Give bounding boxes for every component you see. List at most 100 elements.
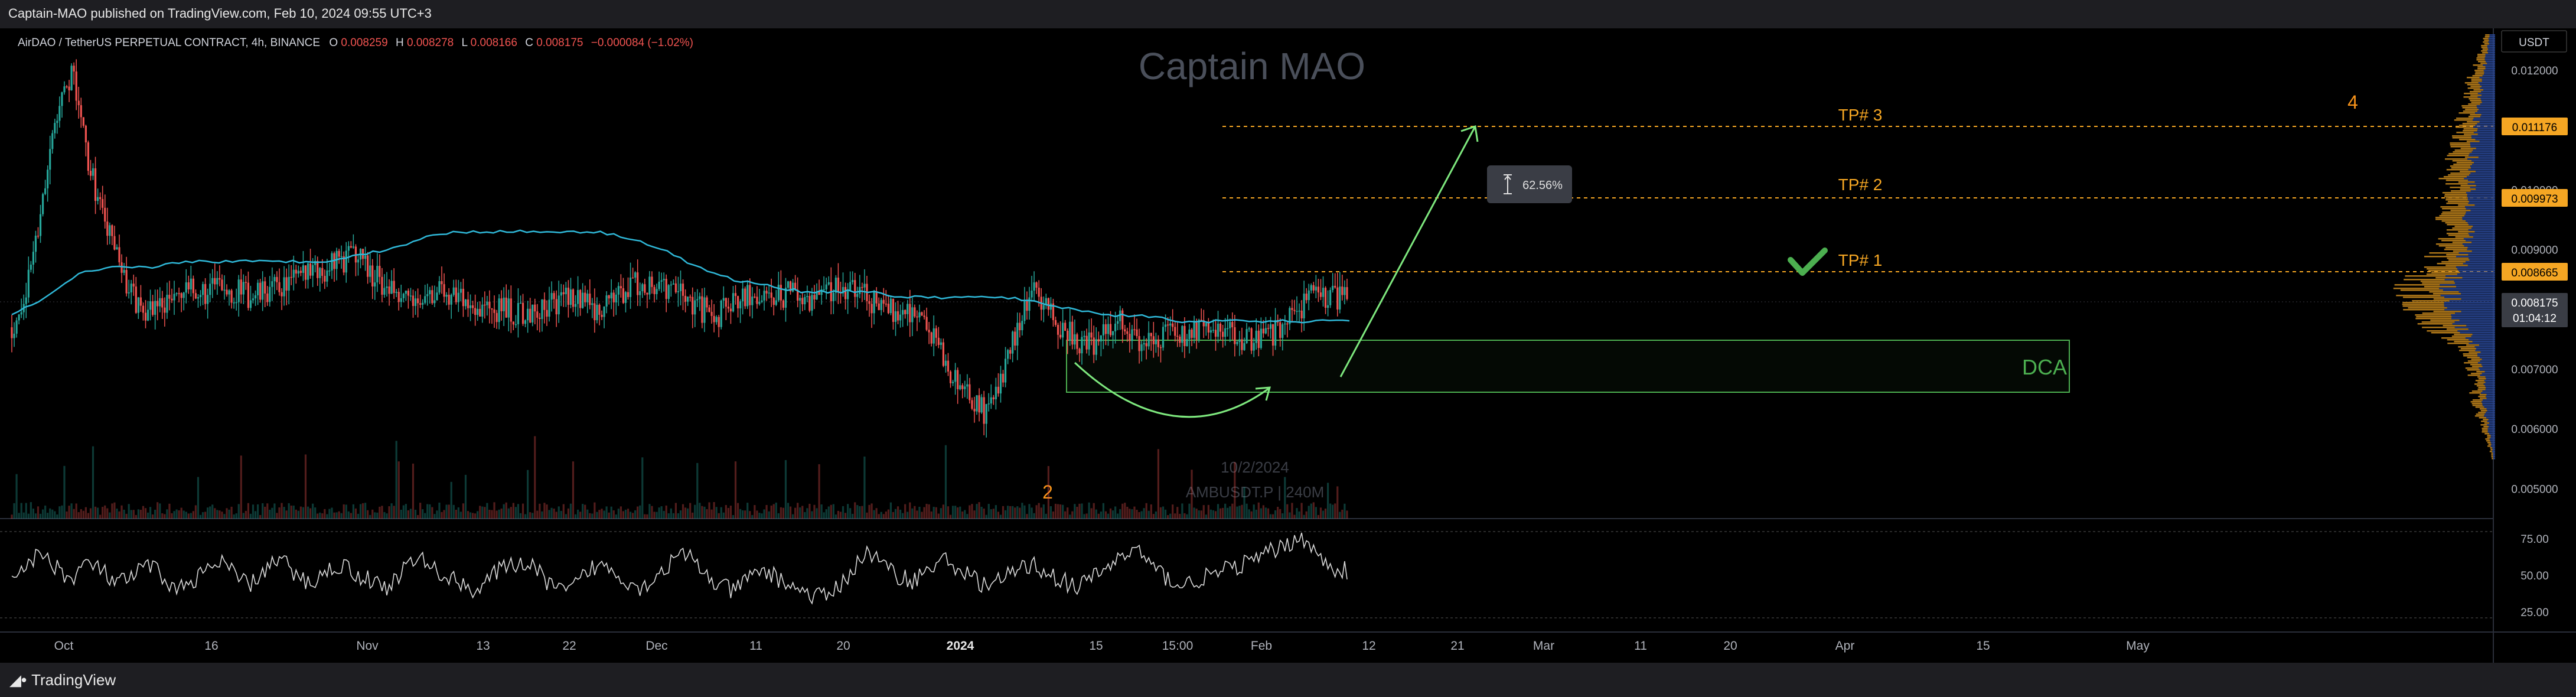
volume-bar	[132, 510, 135, 519]
candle-body	[806, 296, 808, 297]
volume-bar	[448, 504, 450, 519]
volume-profile	[2393, 34, 2495, 460]
candle-body	[641, 284, 644, 292]
volume-bar	[823, 512, 825, 519]
profile-row-buy	[2479, 357, 2495, 359]
profile-row-buy	[2474, 346, 2495, 348]
profile-row-buy	[2462, 243, 2495, 245]
candle-body	[306, 263, 309, 280]
profile-row-sell	[2478, 387, 2486, 389]
candle-body	[763, 291, 765, 301]
profile-row-buy	[2483, 70, 2495, 71]
volume-bar	[732, 514, 735, 519]
volume-bar	[866, 512, 868, 519]
candle-body	[1067, 330, 1069, 341]
volume-bar	[47, 513, 49, 519]
arc-arrowhead-icon	[1255, 386, 1271, 401]
candle-body	[820, 289, 823, 295]
profile-row-sell	[2415, 314, 2451, 316]
candle-body	[1090, 332, 1093, 338]
volume-bar	[844, 513, 847, 519]
profile-row-sell	[2491, 452, 2493, 454]
chart-area[interactable]: Captain MAO 10/2/2024 AMBUSDT.P | 240M A…	[0, 28, 2576, 663]
profile-row-sell	[2451, 336, 2471, 337]
volume-bar	[1045, 513, 1047, 519]
candle-body	[834, 278, 837, 293]
profile-row-sell	[2456, 126, 2474, 128]
tradingview-logo[interactable]: ◢• TradingView	[9, 671, 116, 689]
volume-bar	[964, 510, 966, 519]
volume-bar	[407, 510, 410, 519]
volume-bar	[422, 509, 424, 519]
candle-body	[77, 100, 80, 106]
profile-row-buy	[2481, 95, 2495, 96]
volume-bar	[1257, 502, 1260, 519]
volume-bar	[825, 509, 827, 519]
profile-row-buy	[2493, 452, 2495, 454]
profile-row-sell	[2477, 376, 2486, 378]
dca-zone[interactable]	[1066, 340, 2070, 393]
candle-body	[584, 292, 586, 302]
candle-body	[1282, 324, 1284, 338]
candlesticks[interactable]	[11, 59, 1348, 438]
volume-bar	[22, 512, 25, 519]
profile-row-buy	[2464, 215, 2495, 217]
time-tick-label: Nov	[356, 639, 379, 653]
volume-bar	[500, 508, 503, 519]
volume-bar	[1224, 503, 1227, 519]
candle-body	[1296, 311, 1298, 312]
candle-body	[39, 214, 42, 236]
profile-row-sell	[2472, 405, 2483, 406]
candle-body	[54, 123, 56, 133]
profile-row-buy	[2471, 167, 2495, 169]
volume-bar	[92, 446, 94, 519]
profile-row-sell	[2470, 364, 2482, 366]
candle-body	[971, 400, 973, 409]
volume-bar	[832, 504, 834, 519]
price-tick-label: 0.009000	[2511, 245, 2558, 257]
profile-row-sell	[2464, 93, 2478, 95]
candle-body	[852, 280, 854, 282]
profile-row-buy	[2485, 68, 2495, 70]
candle-body	[651, 276, 653, 287]
volume-bar	[574, 514, 577, 519]
candle-body	[118, 247, 120, 263]
candle-body	[1114, 323, 1117, 331]
profile-row-sell	[2482, 48, 2489, 50]
profile-row-buy	[2462, 217, 2495, 219]
volume-bar	[758, 513, 761, 519]
candle-body	[223, 289, 226, 291]
volume-bar	[295, 509, 297, 519]
candle-body	[106, 222, 109, 236]
candle-body	[230, 290, 233, 303]
currency-box[interactable]	[2501, 30, 2567, 53]
volume-bar	[1214, 511, 1217, 519]
rsi-line	[11, 532, 1348, 605]
candle-body	[672, 283, 674, 285]
volume-bar	[324, 509, 326, 519]
projection-arrow[interactable]	[1339, 126, 1476, 377]
volume-bar	[660, 506, 663, 519]
volume-bar	[699, 503, 701, 519]
volume-bar	[692, 512, 694, 519]
profile-row-buy	[2486, 398, 2495, 399]
profile-row-buy	[2472, 119, 2495, 121]
candle-body	[436, 292, 438, 301]
profile-row-buy	[2493, 458, 2495, 460]
candle-body	[173, 294, 175, 301]
candle-body	[314, 260, 317, 265]
profile-row-sell	[2461, 105, 2477, 107]
profile-row-sell	[2445, 247, 2468, 249]
profile-row-buy	[2444, 297, 2495, 298]
volume-bar	[1229, 506, 1231, 519]
candle-body	[632, 277, 634, 279]
time-axis[interactable]: Oct 16 Nov 13 22 Dec 11 20 2024 15 15:00 Feb 12 21 Mar…	[54, 639, 2150, 653]
profile-row-buy	[2461, 311, 2495, 312]
volume-bar	[524, 514, 527, 519]
profile-row-buy	[2468, 169, 2495, 171]
volume-bar	[25, 503, 27, 519]
volume-bar	[269, 509, 271, 519]
bottom-arc[interactable]	[1074, 361, 1269, 418]
candle-body	[725, 298, 727, 307]
candle-body	[259, 282, 262, 300]
